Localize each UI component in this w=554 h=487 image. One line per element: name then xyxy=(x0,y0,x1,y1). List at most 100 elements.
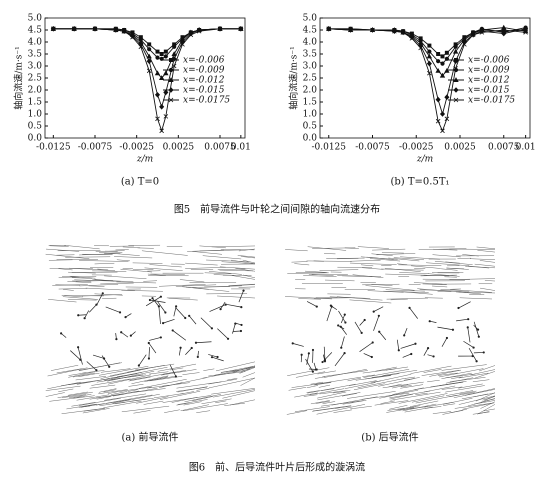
legend-label: x=-0.009 xyxy=(183,66,225,76)
y-tick-label: 1.5 xyxy=(303,98,318,108)
y-tick-label: 1.0 xyxy=(303,110,318,120)
y-tick-label: 2.0 xyxy=(28,86,43,96)
vector-head xyxy=(175,375,177,377)
vector-head xyxy=(371,356,373,358)
x-tick-label: -0.0075 xyxy=(355,143,390,153)
point xyxy=(445,69,449,73)
figure-caption: 图5 前导流件与叶轮之间间隙的轴向流速分布 xyxy=(174,203,380,216)
legend-label: x=-0.006 xyxy=(468,56,510,66)
y-tick-label: 4.0 xyxy=(28,38,43,48)
point xyxy=(164,71,168,75)
vector-head xyxy=(240,330,242,332)
point xyxy=(454,45,457,48)
vector-head xyxy=(403,334,405,336)
x-tick-label: 0.0025 xyxy=(444,143,476,153)
vector-head xyxy=(120,331,122,333)
x-tick-label: 0.01 xyxy=(231,143,251,153)
y-tick-label: 4.0 xyxy=(303,38,318,48)
vector-head xyxy=(478,336,480,338)
vector-head xyxy=(408,307,410,309)
vector-head xyxy=(164,311,166,313)
vector-head xyxy=(211,327,213,329)
y-tick-label: 1.5 xyxy=(28,98,43,108)
y-tick-label: 5.0 xyxy=(28,14,43,24)
vector-head xyxy=(452,329,454,331)
point xyxy=(445,51,448,54)
y-tick-label: 4.5 xyxy=(28,26,43,36)
vector-head xyxy=(324,359,326,361)
y-tick-label: 5.0 xyxy=(303,14,318,24)
vector-head xyxy=(77,314,79,316)
legend-marker xyxy=(454,88,458,92)
vector-head xyxy=(79,359,81,361)
vector-head xyxy=(95,369,97,371)
legend-label: x=-0.009 xyxy=(468,66,510,76)
vector-head xyxy=(138,364,140,366)
point xyxy=(427,61,431,65)
vector-head xyxy=(315,368,317,370)
point xyxy=(436,97,440,101)
vector-head xyxy=(312,371,314,373)
x-tick-label: -0.0025 xyxy=(399,143,434,153)
vector-head xyxy=(467,318,469,320)
y-axis-label: 轴向流速/m·s⁻¹ xyxy=(13,46,25,109)
legend-label: x=-0.012 xyxy=(183,76,225,86)
vector-head xyxy=(475,360,477,362)
vector-head xyxy=(446,337,448,339)
vector-head xyxy=(330,305,332,307)
y-tick-label: 3.5 xyxy=(303,50,318,60)
y-tick-label: 0.5 xyxy=(303,122,318,132)
vector-head xyxy=(242,290,244,292)
legend-label: x=-0.0175 xyxy=(183,96,230,106)
vector-head xyxy=(102,292,104,294)
y-tick-label: 0.5 xyxy=(28,122,43,132)
vector-head xyxy=(308,352,310,354)
x-tick-label: -0.0025 xyxy=(119,143,154,153)
vector-head xyxy=(340,326,342,328)
legend-label: x=-0.012 xyxy=(468,76,510,86)
legend-label: x=-0.006 xyxy=(183,56,225,66)
point xyxy=(164,50,167,53)
vector-head xyxy=(184,317,186,319)
vector-head xyxy=(321,361,323,363)
point xyxy=(428,44,431,47)
point xyxy=(441,112,445,116)
point xyxy=(172,45,175,48)
vector-head xyxy=(84,317,86,319)
legend-label: x=-0.015 xyxy=(468,86,510,96)
point xyxy=(156,93,160,97)
vector-fields xyxy=(45,245,495,420)
vector-head xyxy=(227,338,229,340)
vector-head xyxy=(160,336,162,338)
vector-head xyxy=(60,332,62,334)
x-axis-label: z/m xyxy=(416,155,433,165)
vector-head xyxy=(197,356,199,358)
point xyxy=(441,55,444,58)
y-tick-label: 3.0 xyxy=(303,62,318,72)
panel-caption: (b) 后导流件 xyxy=(361,431,418,444)
point xyxy=(445,57,448,60)
x-tick-label: 0.01 xyxy=(516,143,536,153)
point xyxy=(436,60,439,63)
point xyxy=(441,62,444,65)
vector-head xyxy=(234,323,236,325)
vector-head xyxy=(77,346,79,348)
vector-head xyxy=(195,342,197,344)
point xyxy=(164,55,167,58)
y-tick-label: 4.5 xyxy=(303,26,318,36)
figure-caption: 图6 前、后导流件叶片后形成的漩涡流 xyxy=(189,461,365,474)
vector-head xyxy=(378,315,380,317)
x-tick-label: -0.0125 xyxy=(36,143,71,153)
vector-head xyxy=(344,314,346,316)
point xyxy=(160,105,164,109)
x-tick-label: -0.0075 xyxy=(78,143,113,153)
vector-head xyxy=(191,347,193,349)
vector-head xyxy=(344,321,346,323)
vector-head xyxy=(158,305,160,307)
vector-head xyxy=(172,329,174,331)
point xyxy=(160,52,163,55)
point xyxy=(148,43,151,46)
vector-head xyxy=(115,338,117,340)
vector-head xyxy=(149,299,151,301)
vector-head xyxy=(372,341,374,343)
